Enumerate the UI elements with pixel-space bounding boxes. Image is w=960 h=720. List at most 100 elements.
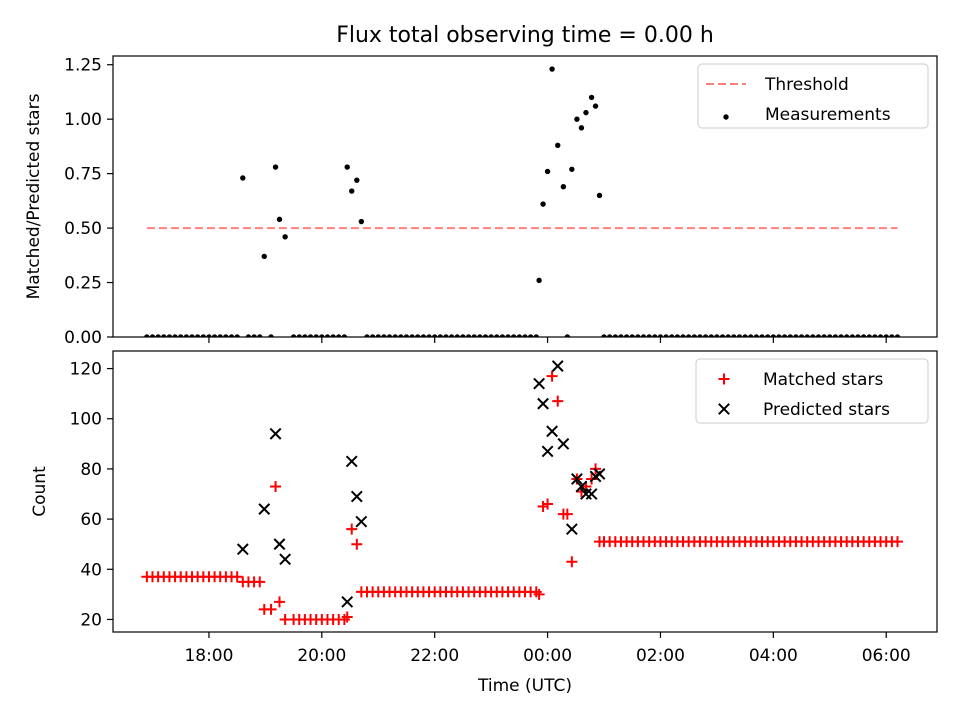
data-point (546, 425, 558, 438)
data-point (748, 334, 754, 337)
data-point (403, 334, 410, 337)
data-point (759, 334, 765, 337)
data-point (883, 334, 889, 337)
data-point (217, 334, 223, 337)
data-point (891, 536, 903, 548)
data-point (731, 334, 737, 337)
data-point (753, 334, 760, 337)
plot-area (144, 66, 901, 337)
data-point (552, 395, 564, 407)
data-point (565, 523, 578, 536)
y-tick-label: 0.00 (64, 328, 102, 348)
data-point (533, 588, 545, 600)
data-point (245, 334, 252, 337)
data-point (592, 103, 599, 109)
data-point (578, 125, 585, 131)
series-measurements (144, 66, 901, 337)
data-point (596, 192, 603, 199)
data-point (832, 334, 839, 337)
data-point (612, 334, 619, 337)
data-point (544, 168, 551, 175)
data-point (770, 334, 777, 337)
data-point (787, 334, 793, 337)
data-point (542, 498, 554, 510)
data-point (516, 334, 523, 337)
data-point (657, 334, 664, 337)
data-point (409, 334, 415, 337)
data-point (618, 334, 624, 337)
data-point (843, 334, 850, 337)
data-point (877, 334, 884, 337)
figure-title: Flux total observing time = 0.00 h (336, 23, 714, 48)
plot-area (141, 360, 903, 625)
data-point (540, 201, 546, 207)
data-point (860, 334, 867, 337)
data-point (228, 334, 235, 337)
data-point (866, 334, 872, 337)
legend: Matched stars Predicted stars (695, 358, 929, 424)
data-point (349, 188, 355, 194)
data-point (398, 334, 404, 337)
y-tick-label: 0.25 (64, 274, 102, 294)
data-point (324, 334, 331, 337)
x-tick-label: 20:00 (297, 646, 346, 666)
data-point (574, 116, 580, 122)
data-point (272, 164, 279, 170)
data-point (330, 334, 336, 337)
data-point (537, 397, 549, 410)
data-point (838, 334, 844, 337)
legend-label: Matched stars (763, 370, 883, 390)
data-point (270, 480, 282, 492)
data-point (265, 603, 277, 615)
data-point (725, 334, 731, 337)
data-point (206, 334, 212, 337)
data-point (505, 334, 511, 337)
data-point (606, 334, 613, 337)
data-point (629, 334, 635, 337)
data-point (541, 445, 554, 458)
data-point (557, 437, 570, 450)
data-point (708, 334, 714, 337)
data-point (494, 334, 500, 337)
y-axis-label: Matched/Predicted stars (24, 93, 44, 299)
y-tick-label: 1.25 (64, 56, 102, 76)
data-point (575, 480, 588, 493)
data-point (889, 334, 895, 337)
data-point (276, 216, 283, 223)
data-point (345, 455, 358, 468)
data-point (872, 334, 878, 337)
data-point (313, 334, 319, 337)
data-point (443, 334, 449, 337)
data-point (194, 334, 201, 337)
data-point (341, 595, 354, 608)
data-point (351, 538, 363, 550)
data-point (354, 177, 360, 183)
data-point (482, 334, 489, 337)
data-point (533, 377, 546, 390)
data-point (375, 334, 381, 337)
data-point (261, 253, 267, 260)
data-point (269, 427, 282, 440)
data-point (381, 334, 387, 337)
data-point (161, 334, 167, 337)
data-point (477, 334, 483, 337)
data-point (499, 334, 506, 337)
legend-box (695, 358, 929, 424)
y-tick-label: 20 (80, 610, 102, 630)
data-point (258, 503, 271, 515)
data-point (358, 218, 365, 225)
data-point (635, 334, 641, 337)
y-tick-label: 0.50 (64, 219, 102, 239)
axes-frame (112, 55, 938, 338)
data-point (764, 334, 771, 337)
data-point (742, 334, 748, 337)
y-tick-label: 0.75 (64, 165, 102, 185)
data-point (178, 334, 184, 337)
data-point (460, 334, 466, 337)
data-point (804, 334, 810, 337)
data-point (697, 334, 703, 337)
data-point (691, 334, 698, 337)
data-point (646, 334, 652, 337)
legend-box (697, 63, 929, 129)
